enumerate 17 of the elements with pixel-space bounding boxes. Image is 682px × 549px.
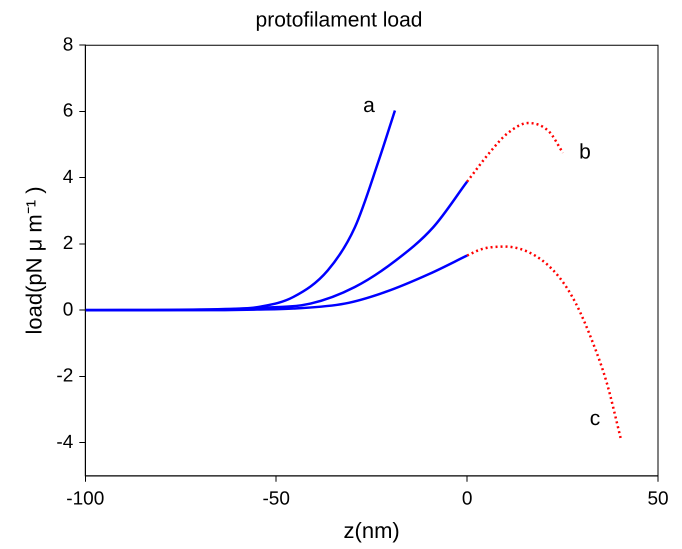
y-axis-title: load(pN μ m⁻¹ ) (21, 186, 46, 335)
x-tick-label: -50 (262, 488, 290, 510)
x-tick-label: 0 (462, 488, 472, 510)
y-tick-label: -2 (56, 366, 74, 387)
chart-title: protofilament load (256, 8, 422, 32)
y-tick-label: 2 (62, 233, 74, 254)
y-tick-label: -4 (56, 432, 74, 453)
y-tick-label: 4 (62, 166, 74, 188)
y-tick-label: 8 (62, 34, 74, 56)
x-axis-title: z(nm) (344, 518, 400, 543)
y-tick-label: 6 (62, 100, 74, 122)
x-tick-label: -100 (66, 488, 104, 510)
x-tick-label: 50 (647, 488, 669, 510)
y-tick-label: 0 (62, 299, 74, 320)
series-label: c (590, 407, 600, 430)
series-label: b (579, 140, 591, 164)
series-label: a (363, 94, 376, 118)
